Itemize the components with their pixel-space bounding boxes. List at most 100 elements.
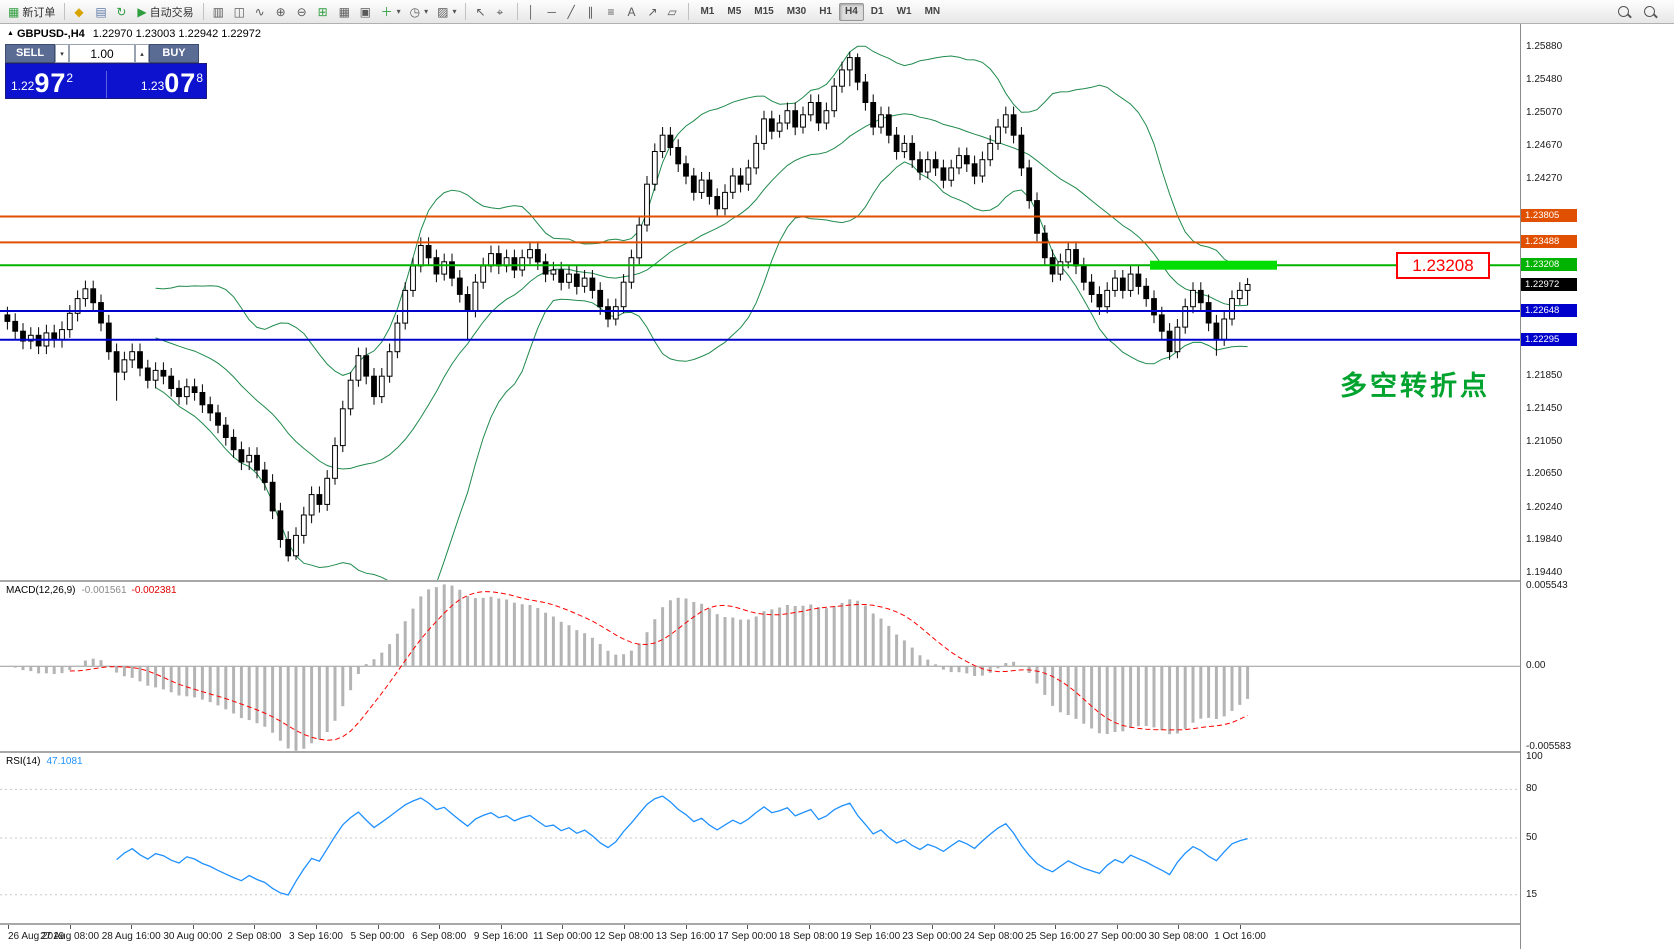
bar-chart-button[interactable]: ▥ <box>209 2 229 22</box>
candlestick-chart-button[interactable]: ◫ <box>230 2 250 22</box>
sell-button[interactable]: SELL <box>5 44 55 63</box>
zoom-out-button[interactable]: ⊖ <box>293 2 313 22</box>
rsi-axis-label: 50 <box>1526 832 1538 843</box>
price-tick-label: 1.21050 <box>1526 435 1563 447</box>
time-axis-label: 23 Sep 00:00 <box>902 931 962 942</box>
templates-button[interactable]: ▨ ▾ <box>433 2 460 22</box>
timeframe-h1[interactable]: H1 <box>813 3 838 21</box>
time-axis-label: 11 Sep 00:00 <box>533 931 592 942</box>
candlestick-chart-icon: ◫ <box>233 4 245 19</box>
bid-big-digits: 97 <box>34 68 67 98</box>
time-tick <box>377 925 379 929</box>
macd-axis-label: 0.00 <box>1526 660 1546 672</box>
periods-button[interactable]: ◷ ▾ <box>406 2 433 22</box>
volume-down-button[interactable]: ▾ <box>55 44 69 63</box>
pane-separator[interactable] <box>0 923 1520 925</box>
time-tick <box>1055 925 1057 929</box>
toolbar-right-group <box>1614 2 1660 22</box>
time-axis-label: 25 Sep 16:00 <box>1025 931 1085 942</box>
turning-point-note[interactable]: 多空转折点 <box>1340 371 1490 401</box>
symbols-button[interactable]: ◆ <box>70 2 90 22</box>
toolbar-separator <box>64 3 66 20</box>
time-tick <box>562 925 564 929</box>
bar-chart-icon: ▥ <box>212 4 224 19</box>
data-window-icon: ▤ <box>95 4 107 19</box>
ask-price[interactable]: 1.23 07 8 <box>105 68 207 98</box>
current-price-tag: 1.22972 <box>1521 277 1577 291</box>
tile-windows-button[interactable]: ▦ <box>335 2 355 22</box>
crosshair-button[interactable]: ⌖ <box>492 2 512 22</box>
time-tick <box>747 925 749 929</box>
new-chart-button[interactable]: ⊞ <box>314 2 334 22</box>
timeframe-mn[interactable]: MN <box>919 3 947 21</box>
text-tool-icon: A <box>627 4 636 19</box>
text-tool[interactable]: A <box>623 2 643 22</box>
magnifier-icon <box>1644 6 1655 17</box>
new-order-button[interactable]: ▦ 新订单 <box>4 2 59 22</box>
main-chart[interactable] <box>0 24 1520 580</box>
buy-button[interactable]: BUY <box>149 44 199 63</box>
cursor-button[interactable]: ↖ <box>471 2 491 22</box>
template-icon: ▨ <box>437 4 449 19</box>
price-axis[interactable]: 1.25880 1.25480 1.25070 1.24670 1.24270 1.218… <box>1520 24 1674 949</box>
pane-separator[interactable] <box>0 580 1520 582</box>
refresh-button[interactable]: ↻ <box>112 2 132 22</box>
bid-pipette: 2 <box>66 71 74 85</box>
find-symbol-button[interactable] <box>1640 2 1660 22</box>
price-display[interactable]: 1.22 97 2 1.23 07 8 <box>5 63 207 99</box>
bid-prefix: 1.22 <box>11 79 35 93</box>
cursor-icon: ↖ <box>475 4 486 19</box>
timeframe-m30[interactable]: M30 <box>781 3 812 21</box>
timeframe-m15[interactable]: M15 <box>748 3 779 21</box>
pane-separator[interactable] <box>0 751 1520 753</box>
rsi-value: 47.1081 <box>46 756 83 767</box>
time-axis-label: 5 Sep 00:00 <box>350 931 405 942</box>
channel-tool-icon: ∥ <box>587 4 594 19</box>
time-tick <box>69 925 71 929</box>
cascade-windows-icon: ▣ <box>359 4 371 19</box>
price-callout[interactable]: 1.23208 <box>1396 252 1490 279</box>
rsi-axis-label: 80 <box>1526 783 1538 795</box>
level-price-tag: 1.23208 <box>1521 258 1577 272</box>
refresh-icon: ↻ <box>116 4 127 19</box>
drawing-tools-group: │ ─ ╱ ∥ ≡ A ↗ ▱ <box>523 2 683 22</box>
timeframe-m5[interactable]: M5 <box>721 3 747 21</box>
horizontal-line-tool[interactable]: ─ <box>543 2 563 22</box>
trendline-tool[interactable]: ╱ <box>563 2 583 22</box>
zoom-in-button[interactable]: ⊕ <box>272 2 292 22</box>
rsi-pane[interactable] <box>0 753 1520 923</box>
timeframe-h4[interactable]: H4 <box>838 2 864 21</box>
shapes-tool[interactable]: ▱ <box>663 2 683 22</box>
chevron-down-icon: ▾ <box>396 7 401 16</box>
volume-up-button[interactable]: ▴ <box>135 44 149 63</box>
line-chart-button[interactable]: ∿ <box>251 2 271 22</box>
time-tick <box>808 925 810 929</box>
trendline-tool-icon: ╱ <box>567 4 575 19</box>
fibonacci-tool[interactable]: ≡ <box>603 2 623 22</box>
search-button[interactable] <box>1614 2 1634 22</box>
bid-price[interactable]: 1.22 97 2 <box>6 68 106 98</box>
time-tick <box>500 925 502 929</box>
new-order-label: 新订单 <box>22 6 56 19</box>
macd-pane[interactable] <box>0 582 1520 751</box>
auto-trading-button[interactable]: ▶ 自动交易 <box>133 2 197 22</box>
time-axis-label: 27 Aug 08:00 <box>40 931 100 942</box>
data-window-button[interactable]: ▤ <box>91 2 111 22</box>
cascade-windows-button[interactable]: ▣ <box>356 2 376 22</box>
volume-input[interactable] <box>69 44 135 63</box>
time-axis[interactable]: 26 Aug 2019 27 Aug 08:00 28 Aug 16:00 30 Au… <box>0 925 1520 949</box>
level-price-tag: 1.22295 <box>1521 332 1577 346</box>
timeframe-w1[interactable]: W1 <box>891 3 918 21</box>
channel-tool[interactable]: ∥ <box>583 2 603 22</box>
timeframe-d1[interactable]: D1 <box>865 3 890 21</box>
time-tick <box>254 925 256 929</box>
vertical-line-tool[interactable]: │ <box>523 2 543 22</box>
rsi-axis-label: 15 <box>1526 888 1538 900</box>
arrow-tool[interactable]: ↗ <box>643 2 663 22</box>
ask-pipette: 8 <box>196 71 203 85</box>
ask-big-digits: 07 <box>164 68 197 98</box>
timeframe-m1[interactable]: M1 <box>694 3 720 21</box>
time-tick <box>439 925 441 929</box>
toolbar-separator <box>688 3 690 20</box>
indicators-button[interactable]: ＋ ▾ <box>377 2 405 22</box>
